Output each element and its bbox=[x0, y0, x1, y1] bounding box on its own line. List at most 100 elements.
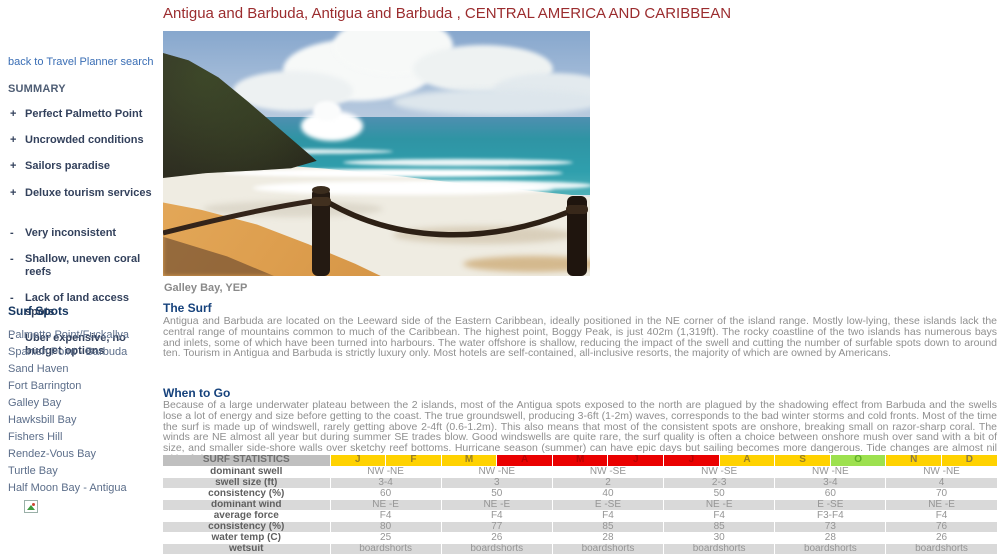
surf-spot-link[interactable]: Half Moon Bay - Antigua bbox=[8, 482, 127, 494]
cell-value: 73 bbox=[774, 521, 887, 533]
cell-value: boardshorts bbox=[330, 543, 442, 555]
broken-image-icon bbox=[24, 500, 38, 513]
summary-pro-label: Perfect Palmetto Point bbox=[25, 108, 143, 120]
cell-value: 50 bbox=[663, 488, 776, 500]
cell-value: 50 bbox=[441, 488, 553, 500]
surf-spot-link[interactable]: Fort Barrington bbox=[8, 380, 82, 392]
surf-spot-link[interactable]: Rendez-Vous Bay bbox=[8, 448, 97, 460]
cell-value: F4 bbox=[885, 510, 998, 522]
foam-texture bbox=[463, 256, 590, 272]
minus-icon: - bbox=[10, 331, 14, 344]
cell-value: 76 bbox=[885, 521, 998, 533]
row-label: dominant swell bbox=[163, 466, 331, 478]
summary-pro-label: Uncrowded conditions bbox=[25, 134, 144, 147]
table-row: dominant swell NW -NE NW -NE NW -SE NW -… bbox=[163, 466, 998, 478]
cell-value: 25 bbox=[330, 532, 442, 544]
cell-value: 28 bbox=[552, 532, 665, 544]
cell-value: 60 bbox=[774, 488, 887, 500]
wave-foam-line bbox=[223, 169, 563, 177]
table-row: water temp (C) 25 26 28 30 28 26 bbox=[163, 532, 998, 544]
surf-spot-link[interactable]: Galley Bay bbox=[8, 397, 62, 409]
cell-value: 3-4 bbox=[774, 477, 887, 489]
row-label: wetsuit bbox=[163, 543, 331, 555]
summary-con-item: - Uber expensive, no budget options bbox=[8, 332, 160, 358]
surf-spots-title: Surf Spots bbox=[8, 304, 69, 318]
cell-value: F4 bbox=[552, 510, 665, 522]
summary-con-item: - Very inconsistent bbox=[8, 227, 160, 240]
surf-spot-link[interactable]: Turtle Bay bbox=[8, 465, 58, 477]
table-row: average force F4 F4 F4 F4 F3-F4 F4 bbox=[163, 510, 998, 522]
cell-value: 3 bbox=[441, 477, 553, 489]
cell-value: F4 bbox=[663, 510, 776, 522]
cell-value: NW -NE bbox=[774, 466, 887, 478]
row-label: dominant wind bbox=[163, 499, 331, 511]
cell-value: NW -NE bbox=[330, 466, 442, 478]
cell-value: 30 bbox=[663, 532, 776, 544]
table-row: consistency (%) 80 77 85 85 73 76 bbox=[163, 521, 998, 533]
cell-value: F3-F4 bbox=[774, 510, 887, 522]
cell-value: 26 bbox=[441, 532, 553, 544]
sidebar: back to Travel Planner search SUMMARY + … bbox=[8, 52, 160, 358]
cell-value: F4 bbox=[330, 510, 442, 522]
month-cell-dec: D bbox=[941, 455, 998, 467]
month-cell-jul: J bbox=[663, 455, 720, 467]
cell-value: F4 bbox=[441, 510, 553, 522]
summary-pro-item: + Sailors paradise bbox=[8, 160, 160, 173]
surf-spot-link[interactable]: Spanish Point - Barbuda bbox=[8, 346, 128, 358]
cell-value: boardshorts bbox=[552, 543, 665, 555]
wave-foam-line bbox=[403, 181, 590, 190]
cell-value: 60 bbox=[330, 488, 442, 500]
cell-value: boardshorts bbox=[885, 543, 998, 555]
rope-fence bbox=[163, 186, 588, 276]
month-cell-jan: J bbox=[330, 455, 387, 467]
cell-value: 2 bbox=[552, 477, 665, 489]
cell-value: E -SE bbox=[552, 499, 665, 511]
cell-value: boardshorts bbox=[774, 543, 887, 555]
month-cell-jun: J bbox=[607, 455, 665, 467]
month-cell-nov: N bbox=[885, 455, 943, 467]
summary-con-label: Lack of land access spots bbox=[25, 292, 129, 318]
surf-spot-link[interactable]: Hawksbill Bay bbox=[8, 414, 77, 426]
summary-con-item: - Lack of land access spots bbox=[8, 292, 160, 318]
cell-value: 80 bbox=[330, 521, 442, 533]
month-cell-oct: O bbox=[830, 455, 887, 467]
row-label: average force bbox=[163, 510, 331, 522]
cell-value: 77 bbox=[441, 521, 553, 533]
summary-con-item: - Shallow, uneven coral reefs bbox=[8, 253, 160, 279]
wave-foam-line bbox=[343, 159, 573, 166]
cell-value: 26 bbox=[885, 532, 998, 544]
table-row: swell size (ft) 3-4 3 2 2-3 3-4 4 bbox=[163, 477, 998, 489]
summary-pro-label: Deluxe tourism services bbox=[25, 186, 152, 199]
row-label: water temp (C) bbox=[163, 532, 331, 544]
back-to-travel-planner-link[interactable]: back to Travel Planner search bbox=[8, 56, 154, 68]
cell-value: 2-3 bbox=[663, 477, 776, 489]
cell-value: NE -E bbox=[441, 499, 553, 511]
surf-spot-link[interactable]: Palmetto Point/Fuckallya bbox=[8, 329, 130, 341]
surf-statistics-table: SURF STATISTICS J F M A M J J A S O N D … bbox=[163, 455, 998, 555]
cell-value: NW -NE bbox=[441, 466, 553, 478]
section-heading-when-to-go: When to Go bbox=[163, 386, 231, 400]
beach-photo bbox=[163, 31, 590, 276]
cell-value: 85 bbox=[663, 521, 776, 533]
cell-value: 85 bbox=[552, 521, 665, 533]
minus-icon: - bbox=[10, 252, 14, 265]
month-cell-sep: S bbox=[774, 455, 831, 467]
wave-splash bbox=[313, 101, 341, 121]
cell-value: 40 bbox=[552, 488, 665, 500]
table-row: wetsuit boardshorts boardshorts boardsho… bbox=[163, 543, 998, 555]
table-row: dominant wind NE -E NE -E E -SE NE -E E … bbox=[163, 499, 998, 511]
row-label: consistency (%) bbox=[163, 488, 331, 500]
month-cell-apr: A bbox=[496, 455, 553, 467]
row-label: swell size (ft) bbox=[163, 477, 331, 489]
plus-icon: + bbox=[10, 108, 17, 120]
cell-value: NE -E bbox=[330, 499, 442, 511]
summary-pro-item: + Uncrowded conditions bbox=[8, 134, 160, 147]
surf-spot-link[interactable]: Sand Haven bbox=[8, 363, 69, 375]
surf-spot-link[interactable]: Fishers Hill bbox=[8, 431, 63, 443]
summary-pro-item: + Deluxe tourism services bbox=[8, 187, 160, 200]
cell-value: boardshorts bbox=[441, 543, 553, 555]
page-title: Antigua and Barbuda, Antigua and Barbuda… bbox=[163, 5, 732, 22]
month-cell-may: M bbox=[552, 455, 609, 467]
photo-caption: Galley Bay, YEP bbox=[164, 282, 248, 294]
cell-value: boardshorts bbox=[663, 543, 776, 555]
